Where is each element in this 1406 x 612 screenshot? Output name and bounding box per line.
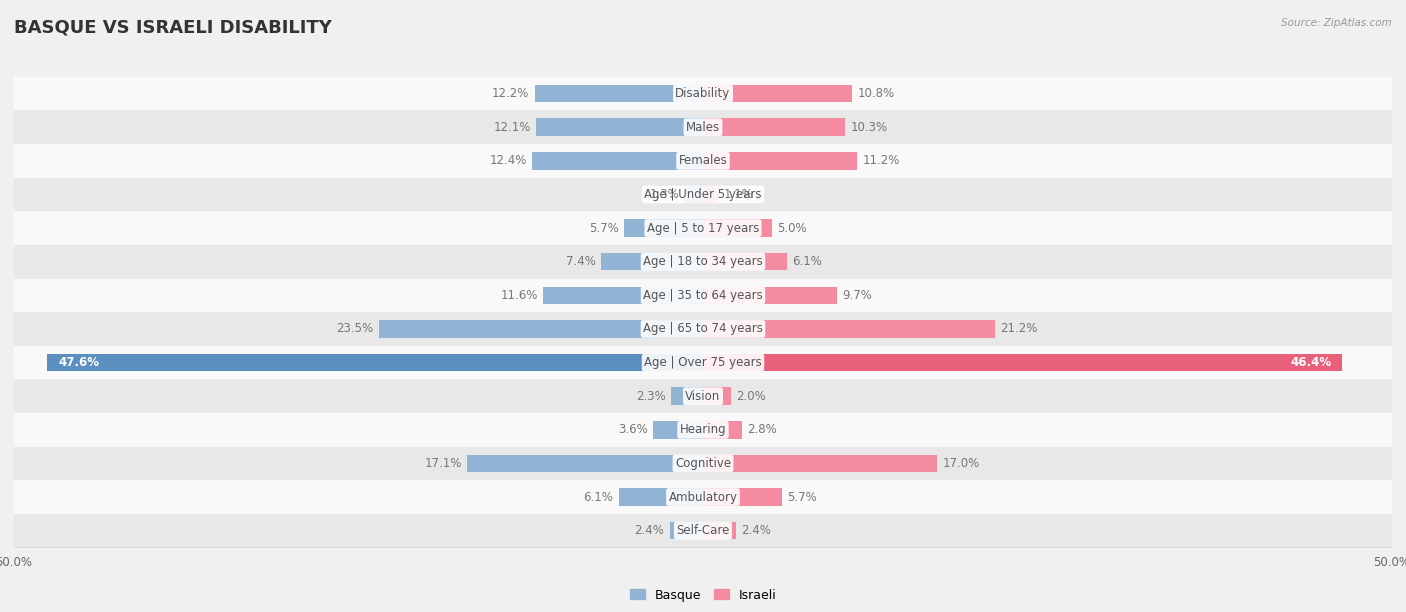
Bar <box>14 413 1392 447</box>
Text: 2.3%: 2.3% <box>636 390 666 403</box>
Bar <box>600 253 703 271</box>
Bar <box>14 110 1392 144</box>
Bar <box>14 245 1392 278</box>
Text: Self-Care: Self-Care <box>676 524 730 537</box>
Text: 5.7%: 5.7% <box>787 490 817 504</box>
Text: Cognitive: Cognitive <box>675 457 731 470</box>
Bar <box>14 177 1392 211</box>
Text: 17.0%: 17.0% <box>943 457 980 470</box>
Bar <box>14 480 1392 514</box>
Text: 11.2%: 11.2% <box>863 154 900 167</box>
Text: 23.5%: 23.5% <box>336 323 374 335</box>
Text: 3.6%: 3.6% <box>619 424 648 436</box>
Bar <box>685 185 703 203</box>
Bar <box>14 211 1392 245</box>
Text: Age | 18 to 34 years: Age | 18 to 34 years <box>643 255 763 268</box>
Bar <box>48 354 703 371</box>
Text: 5.7%: 5.7% <box>589 222 619 234</box>
Text: 2.4%: 2.4% <box>741 524 772 537</box>
Text: 2.8%: 2.8% <box>747 424 778 436</box>
Bar <box>14 76 1392 110</box>
Text: 6.1%: 6.1% <box>583 490 613 504</box>
Bar <box>536 119 703 136</box>
Text: 2.4%: 2.4% <box>634 524 665 537</box>
Text: 1.1%: 1.1% <box>724 188 754 201</box>
Bar <box>531 152 703 170</box>
Text: Females: Females <box>679 154 727 167</box>
Text: Males: Males <box>686 121 720 134</box>
Text: 2.0%: 2.0% <box>737 390 766 403</box>
Text: 10.3%: 10.3% <box>851 121 887 134</box>
Bar <box>703 152 858 170</box>
Text: Age | 5 to 17 years: Age | 5 to 17 years <box>647 222 759 234</box>
Legend: Basque, Israeli: Basque, Israeli <box>624 584 782 606</box>
Text: 6.1%: 6.1% <box>793 255 823 268</box>
Text: 12.4%: 12.4% <box>489 154 527 167</box>
Bar <box>624 219 703 237</box>
Bar <box>380 320 703 338</box>
Bar <box>14 346 1392 379</box>
Bar <box>669 522 703 539</box>
Bar <box>534 85 703 102</box>
Bar <box>671 387 703 405</box>
Bar <box>703 320 995 338</box>
Bar <box>703 219 772 237</box>
Bar <box>703 85 852 102</box>
Bar <box>703 387 731 405</box>
Bar <box>14 278 1392 312</box>
Text: 5.0%: 5.0% <box>778 222 807 234</box>
Bar <box>619 488 703 506</box>
Text: Source: ZipAtlas.com: Source: ZipAtlas.com <box>1281 18 1392 28</box>
Bar <box>703 354 1343 371</box>
Bar <box>703 488 782 506</box>
Bar <box>467 455 703 472</box>
Bar <box>14 514 1392 548</box>
Text: 1.3%: 1.3% <box>650 188 679 201</box>
Text: Age | 65 to 74 years: Age | 65 to 74 years <box>643 323 763 335</box>
Text: Vision: Vision <box>685 390 721 403</box>
Text: 21.2%: 21.2% <box>1001 323 1038 335</box>
Text: 17.1%: 17.1% <box>425 457 461 470</box>
Text: 12.2%: 12.2% <box>492 87 530 100</box>
Bar <box>703 286 837 304</box>
Text: Disability: Disability <box>675 87 731 100</box>
Text: Hearing: Hearing <box>679 424 727 436</box>
Bar <box>14 144 1392 177</box>
Text: Age | 35 to 64 years: Age | 35 to 64 years <box>643 289 763 302</box>
Text: 12.1%: 12.1% <box>494 121 531 134</box>
Text: 10.8%: 10.8% <box>858 87 894 100</box>
Text: Age | Under 5 years: Age | Under 5 years <box>644 188 762 201</box>
Bar <box>703 455 938 472</box>
Text: 46.4%: 46.4% <box>1291 356 1331 369</box>
Bar <box>14 312 1392 346</box>
Bar <box>703 253 787 271</box>
Text: 9.7%: 9.7% <box>842 289 872 302</box>
Text: BASQUE VS ISRAELI DISABILITY: BASQUE VS ISRAELI DISABILITY <box>14 18 332 36</box>
Bar <box>703 185 718 203</box>
Bar <box>543 286 703 304</box>
Bar <box>14 447 1392 480</box>
Bar <box>703 119 845 136</box>
Text: 47.6%: 47.6% <box>58 356 100 369</box>
Text: 11.6%: 11.6% <box>501 289 537 302</box>
Bar <box>654 421 703 439</box>
Bar <box>703 421 741 439</box>
Bar <box>14 379 1392 413</box>
Bar <box>703 522 737 539</box>
Text: Age | Over 75 years: Age | Over 75 years <box>644 356 762 369</box>
Text: Ambulatory: Ambulatory <box>668 490 738 504</box>
Text: 7.4%: 7.4% <box>565 255 596 268</box>
